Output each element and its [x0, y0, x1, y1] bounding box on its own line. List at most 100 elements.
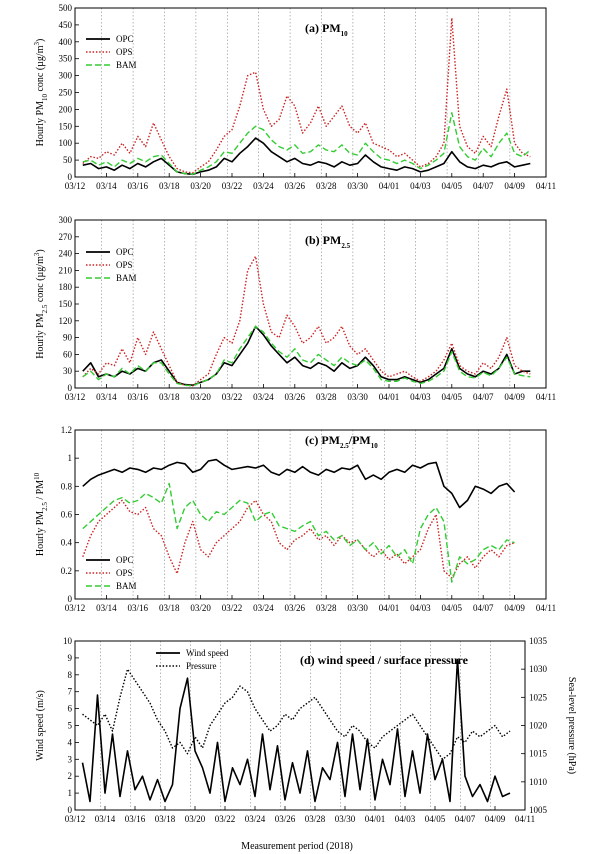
x-tick-label: 04/07	[473, 392, 494, 402]
x-tick-label: 03/14	[96, 603, 117, 613]
y-tick-label: 500	[59, 3, 73, 13]
y-tick-label: 6	[68, 704, 73, 714]
x-tick-label: 04/09	[504, 392, 525, 402]
y-tick-label: 50	[63, 155, 73, 165]
x-tick-label: 04/03	[410, 181, 431, 191]
x-tick-label: 04/11	[536, 181, 556, 191]
y-tick-label: 4	[68, 737, 73, 747]
y-right-tick-label: 1010	[529, 777, 548, 787]
x-tick-label: 04/09	[485, 814, 506, 824]
y-right-tick-label: 1005	[529, 805, 548, 815]
x-tick-label: 04/07	[455, 814, 476, 824]
y-axis-title: Hourly PM10 conc (µg/m3)	[33, 39, 49, 147]
y-tick-label: 30	[63, 366, 73, 376]
x-tick-label: 04/11	[536, 392, 556, 402]
x-tick-label: 03/16	[128, 181, 149, 191]
x-tick-label: 03/26	[275, 814, 296, 824]
x-tick-label: 03/16	[125, 814, 146, 824]
y-right-tick-label: 1030	[529, 664, 548, 674]
x-tick-label: 04/01	[379, 181, 400, 191]
y-axis-title: Hourly PM2.5 / PM10	[33, 472, 49, 556]
panel-title: (b) PM2.5	[305, 233, 351, 250]
y-axis-title: Wind speed (m/s)	[35, 690, 46, 761]
x-tick-label: 03/22	[222, 181, 243, 191]
x-tick-label: 04/09	[504, 603, 525, 613]
series-line-bam	[82, 325, 531, 387]
y-tick-label: 90	[63, 333, 73, 343]
x-tick-label: 03/18	[159, 392, 180, 402]
x-tick-label: 03/14	[96, 181, 117, 191]
series-line-opc	[82, 458, 516, 509]
y-tick-label: 0.4	[61, 538, 73, 548]
y-tick-label: 0	[68, 383, 73, 393]
y-tick-label: 0.2	[61, 566, 72, 576]
plot-frame	[74, 429, 547, 600]
y-right-tick-label: 1020	[529, 721, 548, 731]
y-tick-label: 150	[59, 299, 73, 309]
y-tick-label: 300	[59, 215, 73, 225]
panel-c: 0 0.2 0.4 0.6 0.8 1 1.2 03/12 03/14 03/16 03/18 03/…	[33, 425, 556, 613]
x-tick-label: 03/28	[305, 814, 326, 824]
x-tick-label: 04/03	[410, 392, 431, 402]
legend-label: OPS	[116, 47, 133, 57]
x-tick-label: 04/05	[425, 814, 446, 824]
x-tick-label: 03/12	[65, 181, 86, 191]
y-right-tick-label: 1025	[529, 692, 548, 702]
y-right-tick-label: 1015	[529, 749, 548, 759]
x-tick-label: 03/20	[190, 603, 211, 613]
x-tick-label: 04/05	[442, 181, 463, 191]
series-line-ops	[82, 17, 531, 174]
y-right-tick-label: 1035	[529, 636, 548, 646]
x-tick-label: 03/20	[190, 181, 211, 191]
panel-d: 0 1 2 3 4 5 6 7 8 9 10 1005 1010 1015 1020 1025 1030 1035…	[35, 636, 577, 824]
y-tick-label: 200	[59, 104, 73, 114]
x-tick-label: 03/30	[347, 603, 368, 613]
x-tick-label: 04/01	[365, 814, 386, 824]
panel-title: (d) wind speed / surface pressure	[300, 653, 469, 667]
series-line-bam	[82, 482, 515, 583]
legend-label: OPC	[116, 34, 134, 44]
y-tick-label: 7	[68, 687, 73, 697]
y-tick-label: 400	[59, 37, 73, 47]
legend-label: OPS	[116, 568, 133, 578]
legend-label: BAM	[116, 60, 137, 70]
panel-b: 0 30 60 90 120 150 180 210 240 270 300 03/12 03/14 03…	[33, 215, 556, 402]
x-tick-label: 03/12	[65, 603, 86, 613]
x-tick-label: 03/12	[65, 392, 86, 402]
y-tick-label: 10	[63, 636, 73, 646]
x-tick-label: 03/24	[253, 392, 274, 402]
y-tick-label: 350	[59, 54, 73, 64]
y-tick-label: 100	[59, 138, 73, 148]
legend-label: OPC	[116, 555, 134, 565]
x-tick-label: 03/14	[95, 814, 116, 824]
x-tick-label: 03/22	[222, 392, 243, 402]
x-tick-label: 03/24	[253, 603, 274, 613]
panel-a: 0 50 100 150 200 250 300 350 400 450 500 03/12 03/14…	[33, 3, 556, 191]
y-tick-label: 450	[59, 20, 73, 30]
y-tick-label: 150	[59, 121, 73, 131]
y-tick-label: 0	[68, 594, 73, 604]
legend-label: Wind speed	[186, 648, 229, 658]
series-line-wind-speed	[81, 658, 511, 803]
series-line-pressure	[82, 668, 511, 760]
x-tick-label: 03/28	[316, 181, 337, 191]
y-right-axis-title: Sea-level pressure (hPa)	[566, 677, 577, 774]
x-tick-label: 03/16	[128, 392, 149, 402]
legend-label: OPS	[116, 260, 133, 270]
x-tick-label: 04/11	[536, 603, 556, 613]
x-tick-label: 03/12	[65, 814, 86, 824]
y-axis-title: Hourly PM2.5 conc (µg/m3)	[33, 249, 49, 358]
x-tick-label: 04/11	[515, 814, 535, 824]
y-tick-label: 2	[68, 771, 73, 781]
x-tick-label: 04/03	[410, 603, 431, 613]
x-tick-label: 04/07	[473, 603, 494, 613]
y-tick-label: 180	[59, 282, 73, 292]
y-tick-label: 0	[68, 805, 73, 815]
y-tick-label: 5	[68, 721, 73, 731]
y-tick-label: 3	[68, 754, 73, 764]
y-tick-label: 1.2	[61, 425, 72, 435]
y-tick-label: 1	[68, 453, 73, 463]
x-tick-label: 03/20	[185, 814, 206, 824]
x-tick-label: 04/05	[442, 392, 463, 402]
